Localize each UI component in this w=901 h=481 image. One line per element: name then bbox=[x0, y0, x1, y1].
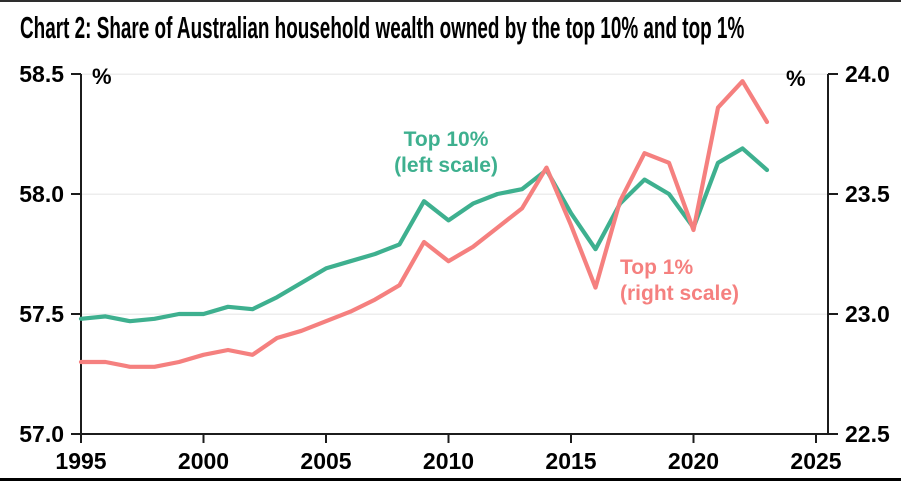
x-axis-tick-label: 2020 bbox=[668, 448, 719, 474]
chart-title: Chart 2: Share of Australian household w… bbox=[20, 10, 745, 45]
right-axis-unit-label: % bbox=[786, 66, 806, 91]
left-axis-tick-label: 58.0 bbox=[19, 181, 64, 207]
x-axis-tick-label: 2010 bbox=[423, 448, 474, 474]
legend-top10-scale-label: (left scale) bbox=[394, 154, 498, 177]
x-axis-tick-label: 2005 bbox=[300, 448, 351, 474]
right-axis-tick-label: 23.5 bbox=[845, 181, 890, 207]
legend-top10: Top 10% (left scale) bbox=[394, 127, 498, 179]
legend-top1-scale-label: (right scale) bbox=[620, 282, 740, 305]
left-axis-unit-label: % bbox=[92, 64, 112, 89]
left-axis-tick-label: 57.5 bbox=[19, 301, 64, 327]
right-axis-tick-label: 24.0 bbox=[845, 61, 890, 87]
left-axis-tick-label: 57.0 bbox=[19, 421, 64, 447]
left-axis-tick-label: 58.5 bbox=[19, 61, 64, 87]
x-axis-tick-label: 2000 bbox=[178, 448, 229, 474]
legend-top1: Top 1% (right scale) bbox=[620, 255, 739, 307]
series-line-top-1- bbox=[78, 79, 770, 369]
series-line-top-10- bbox=[78, 146, 770, 324]
legend-top1-series-label: Top 1% bbox=[620, 256, 694, 279]
legend-top10-series-label: Top 10% bbox=[403, 128, 489, 151]
x-axis-tick-label: 1995 bbox=[55, 448, 106, 474]
x-axis-tick-label: 2015 bbox=[545, 448, 596, 474]
right-axis-tick-label: 23.0 bbox=[845, 301, 890, 327]
x-axis-tick-label: 2025 bbox=[790, 448, 841, 474]
right-axis-tick-label: 22.5 bbox=[845, 421, 890, 447]
